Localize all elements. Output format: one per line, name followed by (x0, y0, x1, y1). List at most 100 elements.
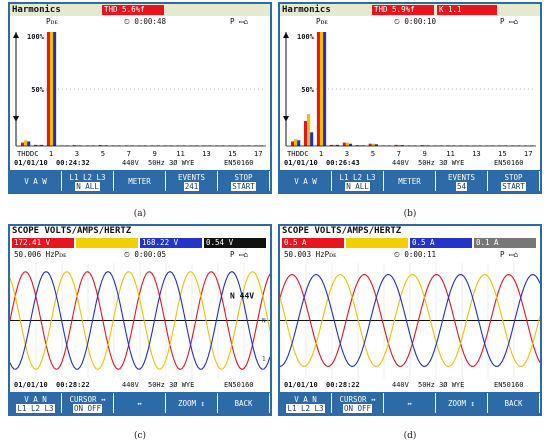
harmonic-bar (46, 32, 50, 146)
harmonic-bar (368, 143, 372, 146)
harmonic-bar (27, 141, 31, 146)
softkey-label: BACK (504, 399, 523, 408)
softkey-label: L1 L2 L3 (69, 173, 106, 182)
frequency-readout: 50Hz 3Ø WYE (148, 381, 195, 389)
clock-readout: ⏲ 0:00:48 (124, 17, 166, 26)
sk-back[interactable]: BACK (488, 393, 540, 413)
softkey-sublabel: L1 L2 L3 (16, 404, 55, 413)
softkey-bar[interactable]: V A W L1 L2 L3 N ALL METER EVENTS 241 STOP STAR… (10, 170, 270, 192)
time-readout: 00:24:32 (56, 159, 90, 167)
sk-cursor[interactable]: CURSOR ↔ ON OFF (62, 393, 114, 413)
x-tick-label: THDDC (17, 149, 39, 158)
neutral-label: N 44V (230, 292, 254, 301)
softkey-bar[interactable]: V A N L1 L2 L3 CURSOR ↔ ON OFF ↔ ZOOM ↕ BACK (280, 392, 540, 414)
sk-move[interactable]: ↔ (384, 393, 436, 413)
voltage-readout: 440V (122, 381, 139, 389)
softkey-label: METER (398, 177, 421, 186)
phase-waveform (10, 270, 270, 370)
sk-events[interactable]: EVENTS 241 (166, 171, 218, 191)
harmonic-bar (307, 114, 311, 146)
reading-tag: 0.1 A (474, 238, 536, 248)
sk-vaw[interactable]: V A W (280, 171, 332, 191)
sk-zoom[interactable]: ZOOM ↕ (436, 393, 488, 413)
standard-readout: EN50160 (494, 159, 524, 167)
x-tick-label: 9 (422, 149, 426, 158)
harmonic-bar (49, 32, 54, 146)
frequency-readout: 50Hz 3Ø WYE (148, 159, 195, 167)
softkey-label: ZOOM ↕ (447, 399, 476, 408)
voltage-readout: 440V (122, 159, 139, 167)
sk-meter[interactable]: METER (114, 171, 166, 191)
power-indicator: P ▭⌂ (500, 250, 519, 259)
x-tick-label: 17 (524, 149, 533, 158)
sk-phase[interactable]: L1 L2 L3 N ALL (62, 171, 114, 191)
sk-stop[interactable]: STOP START (218, 171, 270, 191)
mode-label: Pᴅᴇ (46, 17, 58, 26)
softkey-label: V A N (294, 395, 317, 404)
reading-tag: 0.54 V (204, 238, 266, 248)
harmonic-bar (336, 144, 340, 146)
sk-vanh[interactable]: V A N L1 L2 L3 (10, 393, 62, 413)
x-tick-label: 5 (101, 149, 105, 158)
harmonic-bar (40, 144, 44, 146)
sk-vanh[interactable]: V A N L1 L2 L3 (280, 393, 332, 413)
softkey-bar[interactable]: V A N L1 L2 L3 CURSOR ↔ ON OFF ↔ ZOOM ↕ BACK (10, 392, 270, 414)
sk-events[interactable]: EVENTS 54 (436, 171, 488, 191)
panel-title: Harmonics (12, 5, 61, 15)
harmonic-bar (420, 145, 424, 146)
time-readout: 00:26:43 (326, 159, 360, 167)
panel-title: SCOPE VOLTS/AMPS/HERTZ (282, 226, 402, 236)
sk-stop[interactable]: STOP START (488, 171, 540, 191)
caption-b: (b) (403, 209, 417, 219)
sk-zoom[interactable]: ZOOM ↕ (166, 393, 218, 413)
harmonic-bar (355, 145, 359, 146)
thd-badge: THD 5.9%f (372, 5, 434, 15)
time-readout: 00:28:22 (56, 381, 90, 389)
phase-waveform (280, 273, 540, 368)
x-tick-label: 9 (152, 149, 156, 158)
softkey-label: ↔ (137, 399, 142, 408)
softkey-bar[interactable]: V A W L1 L2 L3 N ALL METER EVENTS 54 STOP START (280, 170, 540, 192)
sk-move[interactable]: ↔ (114, 393, 166, 413)
plot-area: 100%50%THDDC 1 3 5 7 9 11 13 15 17 (13, 32, 266, 158)
y-tick-label: 100% (297, 33, 315, 41)
softkey-sublabel: 54 (455, 182, 468, 191)
softkey-label: STOP (504, 173, 523, 182)
caption-a: (a) (133, 209, 147, 219)
time-readout: 00:28:22 (326, 381, 360, 389)
x-tick-label: 17 (254, 149, 263, 158)
sk-vaw[interactable]: V A W (10, 171, 62, 191)
harmonic-bar (345, 142, 349, 146)
sk-cursor[interactable]: CURSOR ↔ ON OFF (332, 393, 384, 413)
reading-tag: 168.22 V (140, 238, 202, 248)
softkey-label: V A N (24, 395, 47, 404)
clock-readout: ⏲ 0:00:11 (394, 250, 436, 259)
status-bar: Pᴅᴇ ⏲ 0:00:48 P ▭⌂ (12, 17, 268, 27)
sk-back[interactable]: BACK (218, 393, 270, 413)
power-indicator: P ▭⌂ (230, 250, 249, 259)
softkey-label: V A W (24, 177, 47, 186)
panel-title: SCOPE VOLTS/AMPS/HERTZ (12, 226, 132, 236)
harmonic-bar (294, 139, 298, 146)
axis-arrow-icon (13, 116, 19, 122)
plot-area: 100%50%THDDC 1 3 5 7 9 11 13 15 17 (283, 32, 536, 158)
sk-meter[interactable]: METER (384, 171, 436, 191)
y-tick-label: 100% (27, 33, 45, 41)
reading-tag: 0.5 A (282, 238, 344, 248)
harmonic-bar (397, 144, 401, 146)
sk-phase[interactable]: L1 L2 L3 N ALL (332, 171, 384, 191)
clock-readout: ⏲ 0:00:10 (394, 17, 436, 26)
x-tick-label: 1 (319, 149, 323, 158)
caption-c: (c) (133, 431, 147, 441)
thd-badge: K 1.1 (437, 5, 497, 15)
x-tick-label: 13 (472, 149, 481, 158)
reading-tag: 172.41 V (12, 238, 74, 248)
harmonic-bar (323, 32, 327, 146)
harmonic-bar (310, 132, 314, 146)
softkey-label: STOP (234, 173, 253, 182)
harmonic-bar (297, 140, 301, 146)
date-readout: 01/01/10 (14, 381, 48, 389)
phase-waveform (280, 273, 540, 368)
panel-header: Harmonics THD 5.9%f K 1.1 (280, 4, 540, 16)
